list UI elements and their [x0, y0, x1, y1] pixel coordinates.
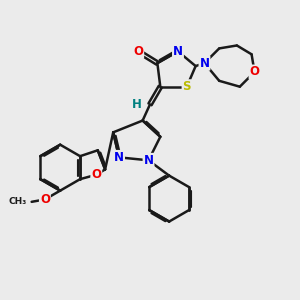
Text: O: O [250, 65, 260, 79]
Text: O: O [40, 193, 50, 206]
Text: O: O [133, 45, 143, 58]
Text: CH₃: CH₃ [8, 197, 26, 206]
Text: H: H [132, 98, 142, 111]
Text: S: S [183, 80, 191, 93]
Text: N: N [200, 57, 209, 70]
Text: O: O [91, 168, 101, 181]
Text: N: N [173, 45, 183, 58]
Text: N: N [114, 151, 124, 164]
Text: N: N [143, 154, 154, 167]
